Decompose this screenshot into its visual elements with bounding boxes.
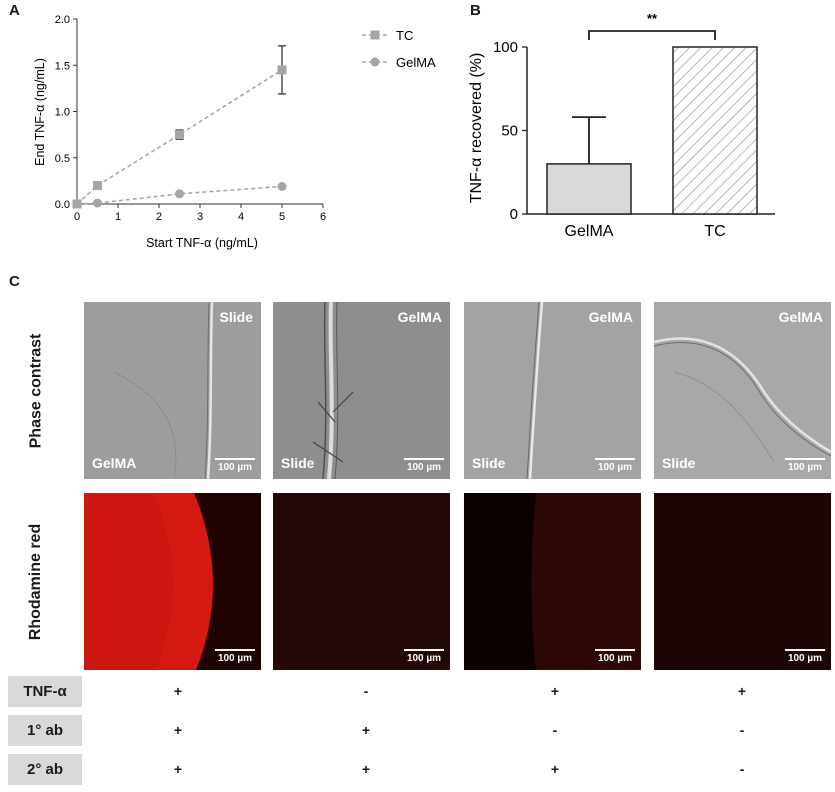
y-tick-label: 2.0 bbox=[55, 14, 70, 26]
data-point bbox=[93, 199, 102, 208]
y-axis-title: End TNF-α (ng/mL) bbox=[33, 58, 47, 166]
legend-label: TC bbox=[396, 28, 413, 43]
condition-label-tnf: TNF-α bbox=[8, 676, 82, 707]
image-tag: GelMA bbox=[589, 309, 633, 325]
rhodamine-image-1: 100 µm bbox=[84, 493, 261, 670]
y-tick-label: 100 bbox=[493, 39, 518, 56]
data-point bbox=[278, 182, 287, 191]
scale-bar-label: 100 µm bbox=[407, 462, 441, 473]
image-tag: Slide bbox=[662, 455, 695, 471]
panel-letter-c: C bbox=[9, 273, 20, 290]
scale-bar: 100 µm bbox=[785, 458, 825, 473]
image-tag: GelMA bbox=[92, 455, 136, 471]
phase-image-1: Slide GelMA 100 µm bbox=[84, 302, 261, 479]
scale-bar-label: 100 µm bbox=[218, 462, 252, 473]
data-point bbox=[93, 181, 102, 190]
row-label-phase-contrast: Phase contrast bbox=[16, 302, 56, 479]
significance-bracket bbox=[589, 31, 715, 40]
row-label-text: Rhodamine red bbox=[27, 523, 45, 639]
condition-value: + bbox=[540, 683, 570, 699]
condition-value: + bbox=[163, 683, 193, 699]
legend-marker bbox=[371, 31, 380, 40]
x-tick-label: TC bbox=[704, 223, 725, 240]
scale-bar-label: 100 µm bbox=[218, 653, 252, 664]
y-tick-label: 0 bbox=[510, 206, 518, 223]
x-tick-label: 3 bbox=[197, 211, 203, 223]
phase-image-2: GelMA Slide 100 µm bbox=[273, 302, 450, 479]
condition-value: - bbox=[351, 683, 381, 699]
line-chart: 0 1 2 3 4 5 6 0.0 0.5 1.0 1.5 2.0 Start TNF-α (ng/m… bbox=[0, 0, 450, 260]
legend-label: GelMA bbox=[396, 55, 436, 70]
image-tag: GelMA bbox=[779, 309, 823, 325]
legend: TC GelMA bbox=[362, 28, 436, 70]
condition-value: + bbox=[727, 683, 757, 699]
row-label-text: Phase contrast bbox=[27, 333, 45, 448]
bar-gelma bbox=[547, 164, 631, 214]
image-tag: Slide bbox=[472, 455, 505, 471]
line-chart-series bbox=[73, 46, 287, 209]
row-label-rhodamine-red: Rhodamine red bbox=[16, 493, 56, 670]
condition-label-primary-ab: 1° ab bbox=[8, 715, 82, 746]
condition-value: - bbox=[727, 722, 757, 738]
scale-bar: 100 µm bbox=[595, 649, 635, 664]
x-tick-label: 2 bbox=[156, 211, 162, 223]
scale-bar-label: 100 µm bbox=[598, 462, 632, 473]
x-tick-label: GelMA bbox=[565, 223, 614, 240]
condition-value: + bbox=[163, 722, 193, 738]
bar-tc bbox=[673, 47, 757, 214]
condition-label-secondary-ab: 2° ab bbox=[8, 754, 82, 785]
y-tick-label: 50 bbox=[501, 123, 518, 140]
data-point bbox=[175, 130, 184, 139]
condition-value: + bbox=[351, 722, 381, 738]
scale-bar: 100 µm bbox=[785, 649, 825, 664]
image-tag: Slide bbox=[220, 309, 253, 325]
scale-bar-label: 100 µm bbox=[788, 653, 822, 664]
bar-chart: 0 50 100 GelMA TC ** TNF-α recovered (%) bbox=[465, 0, 825, 260]
rhodamine-image-3: 100 µm bbox=[464, 493, 641, 670]
bar-chart-bars: GelMA TC ** bbox=[547, 11, 757, 240]
x-tick-label: 0 bbox=[74, 211, 80, 223]
condition-value: - bbox=[540, 722, 570, 738]
scale-bar: 100 µm bbox=[215, 458, 255, 473]
image-tag: Slide bbox=[281, 455, 314, 471]
scale-bar-label: 100 µm bbox=[407, 653, 441, 664]
data-point bbox=[73, 200, 82, 209]
x-axis-title: Start TNF-α (ng/mL) bbox=[146, 236, 258, 250]
scale-bar: 100 µm bbox=[595, 458, 635, 473]
scale-bar: 100 µm bbox=[404, 458, 444, 473]
x-tick-label: 6 bbox=[320, 211, 326, 223]
phase-image-4: GelMA Slide 100 µm bbox=[654, 302, 831, 479]
image-tag: GelMA bbox=[398, 309, 442, 325]
data-point bbox=[278, 65, 287, 74]
condition-value: + bbox=[540, 761, 570, 777]
rhodamine-image-2: 100 µm bbox=[273, 493, 450, 670]
legend-marker bbox=[371, 58, 380, 67]
data-point bbox=[175, 189, 184, 198]
scale-bar-label: 100 µm bbox=[598, 653, 632, 664]
rhodamine-image-4: 100 µm bbox=[654, 493, 831, 670]
phase-image-3: GelMA Slide 100 µm bbox=[464, 302, 641, 479]
x-tick-label: 5 bbox=[279, 211, 285, 223]
condition-value: + bbox=[351, 761, 381, 777]
scale-bar: 100 µm bbox=[404, 649, 444, 664]
condition-value: + bbox=[163, 761, 193, 777]
y-tick-label: 1.5 bbox=[55, 60, 70, 72]
y-tick-label: 1.0 bbox=[55, 107, 70, 119]
condition-value: - bbox=[727, 761, 757, 777]
y-tick-label: 0.0 bbox=[55, 199, 70, 211]
scale-bar-label: 100 µm bbox=[788, 462, 822, 473]
x-tick-label: 1 bbox=[115, 211, 121, 223]
y-tick-label: 0.5 bbox=[55, 153, 70, 165]
x-tick-label: 4 bbox=[238, 211, 244, 223]
y-axis-title: TNF-α recovered (%) bbox=[468, 53, 485, 204]
scale-bar: 100 µm bbox=[215, 649, 255, 664]
significance-label: ** bbox=[647, 11, 658, 26]
